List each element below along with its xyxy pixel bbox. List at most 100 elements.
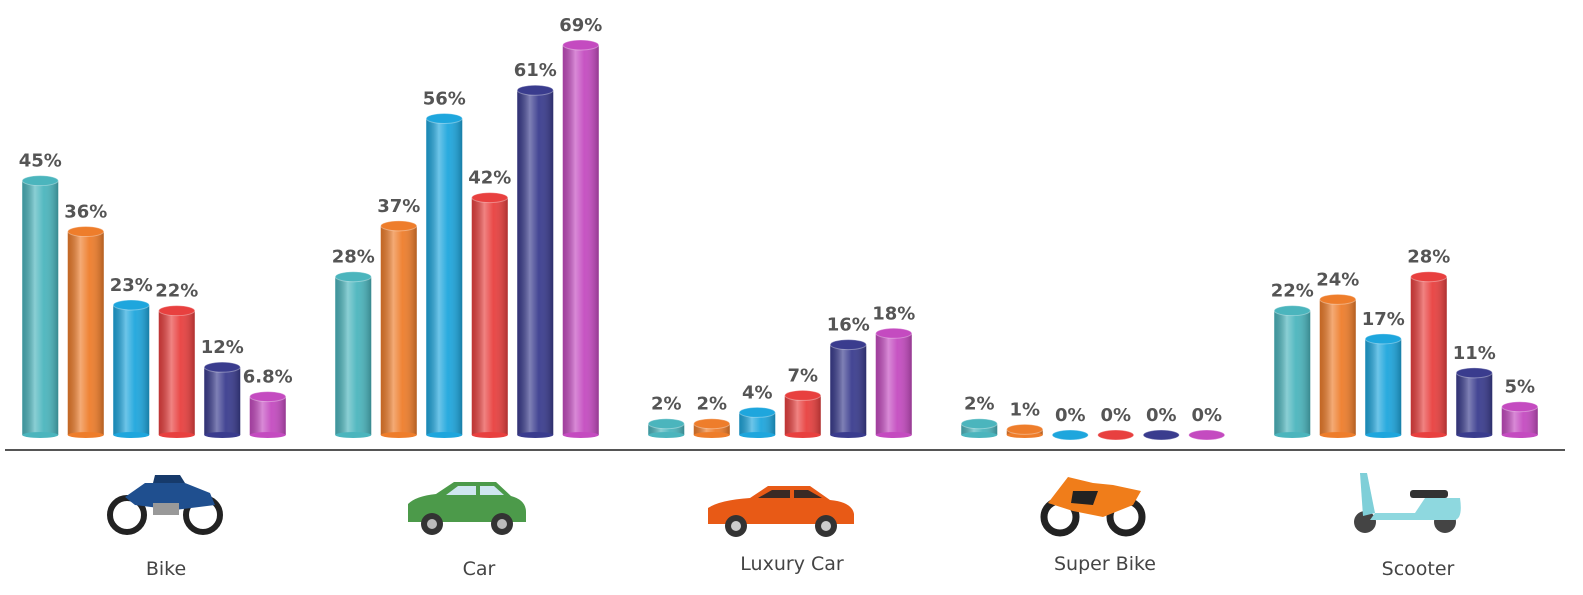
bar-shade	[22, 181, 58, 435]
bar-cap	[335, 272, 371, 282]
bar-bottom	[426, 432, 462, 438]
bar-shade	[204, 367, 240, 435]
bar-shade	[517, 90, 553, 435]
bar-cap	[785, 390, 821, 400]
value-label: 2%	[964, 394, 995, 415]
bar-bottom	[250, 432, 286, 438]
bar-shade	[785, 395, 821, 435]
value-label: 28%	[1407, 247, 1450, 268]
bar-shade	[335, 277, 371, 435]
bar-cap	[1274, 306, 1310, 316]
value-label: 45%	[19, 151, 62, 172]
value-label: 0%	[1100, 405, 1131, 426]
bar-cap	[1456, 368, 1492, 378]
bar-bottom	[1411, 432, 1447, 438]
value-label: 69%	[559, 15, 602, 36]
bar-shade	[1456, 373, 1492, 435]
category-label: Super Bike	[1054, 553, 1156, 575]
bar-cap	[1411, 272, 1447, 282]
bar-bottom	[694, 432, 730, 438]
value-label: 0%	[1191, 405, 1222, 426]
bar-bottom	[1456, 432, 1492, 438]
value-label: 2%	[651, 394, 682, 415]
bar-bottom	[159, 432, 195, 438]
value-label: 5%	[1504, 377, 1535, 398]
bar-cap	[472, 193, 508, 203]
bar-shade	[472, 198, 508, 435]
bar-shade	[381, 226, 417, 435]
value-label: 7%	[787, 365, 818, 386]
bar-shade	[426, 118, 462, 435]
bar-bottom	[1320, 432, 1356, 438]
value-label: 17%	[1362, 309, 1405, 330]
bar-cap	[648, 419, 684, 429]
bar-shade	[250, 397, 286, 435]
category-label: Luxury Car	[740, 553, 844, 575]
vehicle-icons	[110, 473, 1461, 537]
bar-shade	[1411, 277, 1447, 435]
bar-bottom	[876, 432, 912, 438]
bar-cap	[1189, 430, 1225, 440]
bar-cap	[22, 176, 58, 186]
bar-cap	[381, 221, 417, 231]
bar-shade	[830, 345, 866, 435]
value-label: 16%	[827, 315, 870, 336]
bar-cap	[250, 392, 286, 402]
value-label: 37%	[377, 196, 420, 217]
value-label: 36%	[64, 202, 107, 223]
bar-shade	[1320, 299, 1356, 435]
bar-bottom	[1274, 432, 1310, 438]
bar-bottom	[563, 432, 599, 438]
bar-cap	[1365, 334, 1401, 344]
category-label: Car	[463, 558, 496, 580]
value-label: 1%	[1009, 399, 1040, 420]
bar-bottom	[1365, 432, 1401, 438]
value-label: 22%	[1271, 281, 1314, 302]
bar-bottom	[961, 432, 997, 438]
bar-bottom	[68, 432, 104, 438]
bar-cap	[876, 328, 912, 338]
bar-bottom	[785, 432, 821, 438]
value-label: 61%	[514, 60, 557, 81]
bar-cap	[1502, 402, 1538, 412]
bar-cap	[159, 306, 195, 316]
value-label: 0%	[1146, 405, 1177, 426]
bar-cap	[204, 362, 240, 372]
bar-bottom	[739, 432, 775, 438]
bar-cap	[563, 40, 599, 50]
bar-cap	[961, 419, 997, 429]
bar-cap	[694, 419, 730, 429]
category-label: Bike	[146, 558, 186, 580]
bar-shade	[1274, 311, 1310, 435]
bar-shade	[876, 333, 912, 435]
bar-bottom	[517, 432, 553, 438]
bar-shade	[1365, 339, 1401, 435]
bar-shade	[68, 232, 104, 435]
bar-cap	[517, 85, 553, 95]
value-label: 0%	[1055, 405, 1086, 426]
value-label: 4%	[742, 382, 773, 403]
value-label: 12%	[201, 337, 244, 358]
bar-cap	[739, 407, 775, 417]
bar-shade	[563, 45, 599, 435]
value-label: 22%	[155, 281, 198, 302]
bar-cap	[1007, 424, 1043, 434]
bar-shade	[113, 305, 149, 435]
bar-bottom	[1502, 432, 1538, 438]
bar-cap	[426, 113, 462, 123]
bar-bottom	[335, 432, 371, 438]
bar-bottom	[22, 432, 58, 438]
value-label: 11%	[1453, 343, 1496, 364]
bar-shade	[159, 311, 195, 435]
bar-cap	[113, 300, 149, 310]
bar-bottom	[113, 432, 149, 438]
value-label: 6.8%	[243, 367, 293, 388]
value-label: 18%	[872, 303, 915, 324]
value-label: 24%	[1316, 269, 1359, 290]
bar-cap	[1143, 430, 1179, 440]
value-label: 23%	[110, 275, 153, 296]
value-label: 42%	[468, 168, 511, 189]
bar-cap	[1098, 430, 1134, 440]
value-label: 28%	[332, 247, 375, 268]
bar-bottom	[204, 432, 240, 438]
